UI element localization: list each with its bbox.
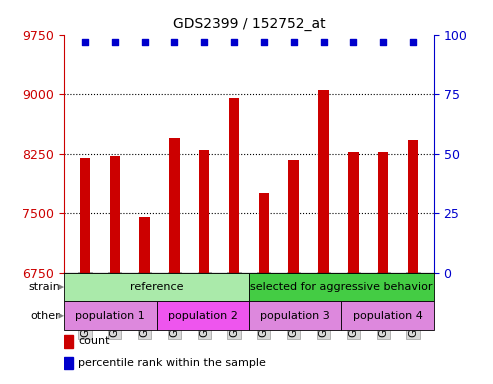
Point <box>81 39 89 45</box>
Bar <box>140 217 150 384</box>
Bar <box>348 152 358 384</box>
Text: count: count <box>78 336 109 346</box>
Bar <box>249 273 434 301</box>
Point <box>319 39 327 45</box>
Bar <box>318 90 329 384</box>
Bar <box>288 160 299 384</box>
Bar <box>64 273 249 301</box>
Bar <box>341 301 434 330</box>
Text: population 2: population 2 <box>168 311 238 321</box>
Text: strain: strain <box>29 282 61 292</box>
Point <box>200 39 208 45</box>
Point <box>290 39 298 45</box>
Bar <box>249 301 341 330</box>
Text: selected for aggressive behavior: selected for aggressive behavior <box>250 282 433 292</box>
Point <box>141 39 148 45</box>
Bar <box>64 301 157 330</box>
Point <box>111 39 119 45</box>
Bar <box>229 98 239 384</box>
Bar <box>64 356 73 369</box>
Point <box>409 39 417 45</box>
Bar <box>109 156 120 384</box>
Text: population 3: population 3 <box>260 311 330 321</box>
Bar <box>169 138 179 384</box>
Bar <box>80 157 90 384</box>
Text: population 4: population 4 <box>352 311 423 321</box>
Bar <box>259 193 269 384</box>
Bar <box>408 140 418 384</box>
Title: GDS2399 / 152752_at: GDS2399 / 152752_at <box>173 17 325 31</box>
Point <box>171 39 178 45</box>
Text: percentile rank within the sample: percentile rank within the sample <box>78 358 266 368</box>
Point <box>230 39 238 45</box>
Bar <box>64 335 73 348</box>
Point <box>379 39 387 45</box>
Text: population 1: population 1 <box>75 311 145 321</box>
Text: reference: reference <box>130 282 183 292</box>
Text: other: other <box>31 311 61 321</box>
Bar <box>378 152 388 384</box>
Point <box>260 39 268 45</box>
Bar <box>199 150 210 384</box>
Bar <box>157 301 249 330</box>
Point <box>350 39 357 45</box>
